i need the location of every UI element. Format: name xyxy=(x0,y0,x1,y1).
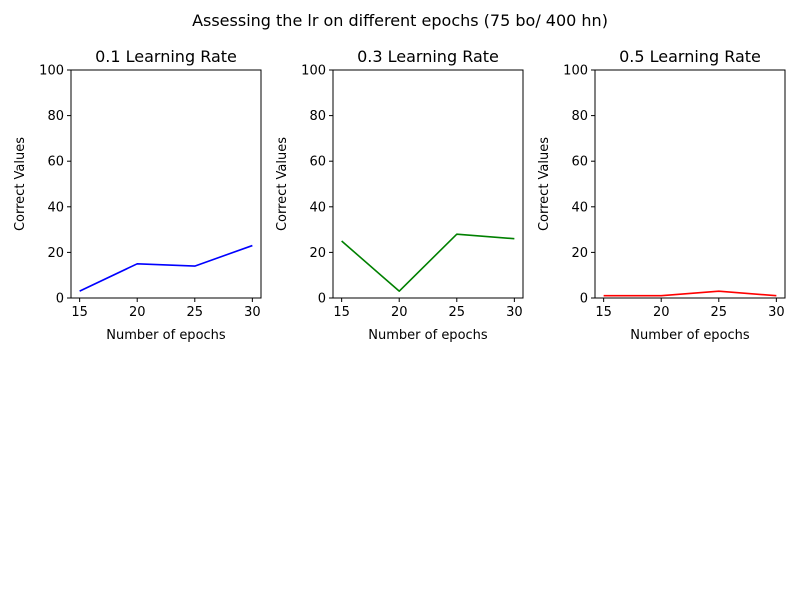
y-tick-label: 80 xyxy=(571,109,588,124)
x-tick-label: 30 xyxy=(506,305,523,320)
y-tick-label: 60 xyxy=(309,155,326,170)
y-tick-label: 0 xyxy=(318,292,326,307)
x-tick-label: 15 xyxy=(595,305,612,320)
y-tick-label: 80 xyxy=(309,109,326,124)
subplot-title: 0.3 Learning Rate xyxy=(357,47,499,66)
x-tick-label: 25 xyxy=(449,305,466,320)
y-tick-label: 60 xyxy=(571,155,588,170)
x-tick-label: 15 xyxy=(333,305,350,320)
y-tick-label: 20 xyxy=(47,246,64,261)
y-tick-label: 20 xyxy=(571,246,588,261)
y-axis-label: Correct Values xyxy=(275,137,290,231)
y-tick-label: 40 xyxy=(309,200,326,215)
y-tick-label: 80 xyxy=(47,109,64,124)
x-tick-label: 20 xyxy=(653,305,670,320)
series-line xyxy=(341,233,515,292)
y-axis-label: Correct Values xyxy=(13,137,28,231)
x-tick-label: 20 xyxy=(129,305,146,320)
x-axis-label: Number of epochs xyxy=(106,328,226,343)
figure-suptitle: Assessing the lr on different epochs (75… xyxy=(192,11,608,30)
x-axis-label: Number of epochs xyxy=(368,328,488,343)
series-line xyxy=(603,290,777,297)
subplot-3: 0.5 Learning Rate 15 20 25 30 0 20 40 60 80 100 Num… xyxy=(537,47,786,343)
y-tick-label: 40 xyxy=(47,200,64,215)
y-tick-label: 0 xyxy=(580,292,588,307)
y-tick-label: 0 xyxy=(56,292,64,307)
y-tick-label: 20 xyxy=(309,246,326,261)
subplot-title: 0.5 Learning Rate xyxy=(619,47,761,66)
y-tick-label: 100 xyxy=(301,64,326,79)
y-tick-label: 100 xyxy=(39,64,64,79)
subplot-1: 0.1 Learning Rate 15 20 25 30 0 20 40 60 80 100 Num… xyxy=(13,47,262,343)
x-tick-label: 30 xyxy=(768,305,785,320)
axes-frame xyxy=(594,69,786,299)
y-axis-label: Correct Values xyxy=(537,137,552,231)
axes-frame xyxy=(332,69,524,299)
x-tick-label: 20 xyxy=(391,305,408,320)
axes-frame xyxy=(70,69,262,299)
y-tick-label: 60 xyxy=(47,155,64,170)
subplot-title: 0.1 Learning Rate xyxy=(95,47,237,66)
x-tick-label: 15 xyxy=(71,305,88,320)
series-line xyxy=(79,244,253,292)
x-tick-label: 25 xyxy=(187,305,204,320)
subplot-2: 0.3 Learning Rate 15 20 25 30 0 20 40 60 80 100 Num… xyxy=(275,47,524,343)
x-axis-label: Number of epochs xyxy=(630,328,750,343)
y-tick-label: 100 xyxy=(563,64,588,79)
x-tick-label: 25 xyxy=(711,305,728,320)
y-tick-label: 40 xyxy=(571,200,588,215)
subplots: 0.1 Learning Rate 15 20 25 30 0 20 40 60 80 100 Num… xyxy=(13,47,786,343)
x-tick-label: 30 xyxy=(244,305,261,320)
